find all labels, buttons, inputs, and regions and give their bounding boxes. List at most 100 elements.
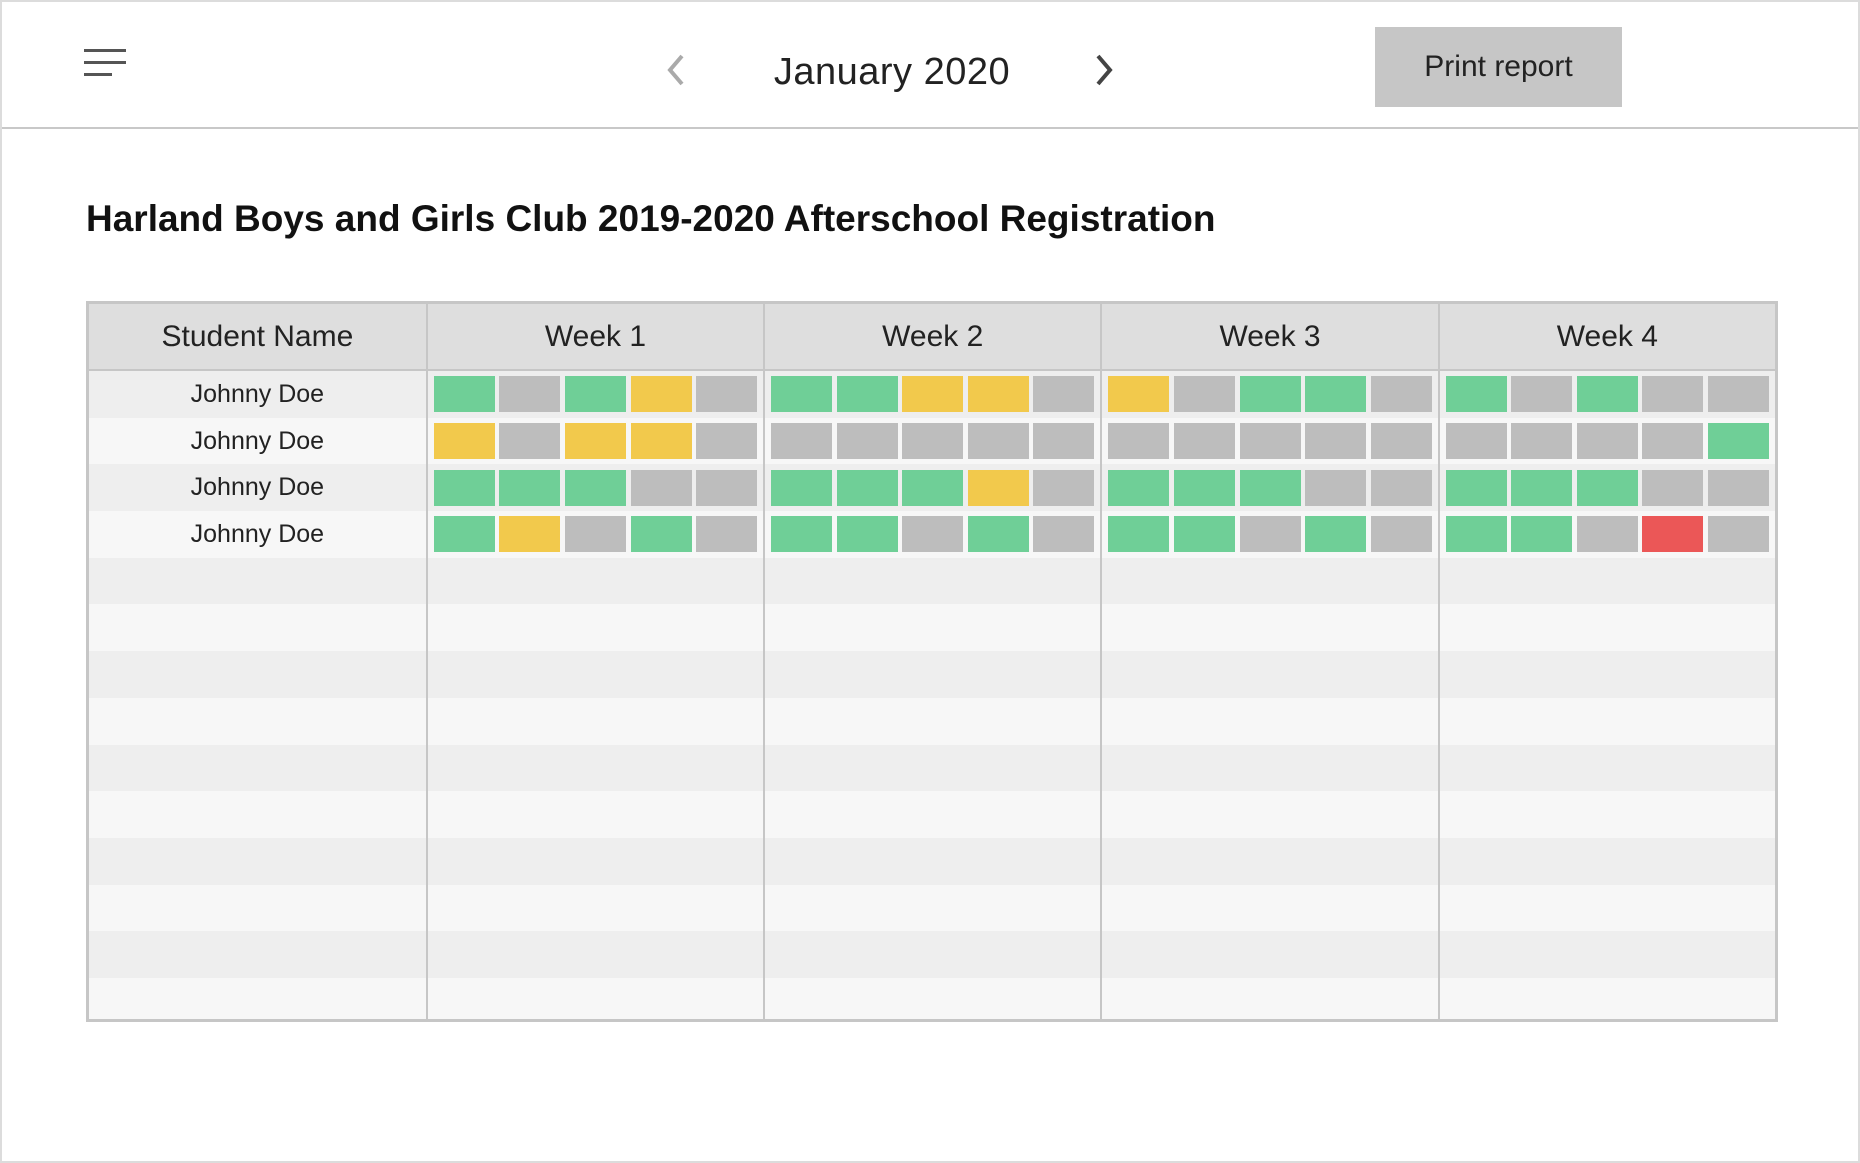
- hamburger-menu-icon[interactable]: [84, 48, 128, 80]
- day-status-none[interactable]: [1511, 376, 1573, 413]
- print-report-button[interactable]: Print report: [1375, 27, 1622, 107]
- day-status-late[interactable]: [499, 516, 561, 553]
- week-3-cell: [1100, 651, 1437, 698]
- day-status-present[interactable]: [771, 516, 833, 553]
- day-status-none[interactable]: [1239, 516, 1301, 553]
- day-status-late[interactable]: [433, 423, 495, 460]
- column-header-student-name: Student Name: [161, 319, 354, 353]
- day-status-none[interactable]: [1305, 469, 1367, 506]
- previous-month-button[interactable]: [662, 50, 692, 90]
- student-name-cell[interactable]: Johnny Doe: [190, 473, 325, 502]
- day-status-none[interactable]: [1576, 516, 1638, 553]
- day-status-present[interactable]: [630, 516, 692, 553]
- day-status-present[interactable]: [1305, 376, 1367, 413]
- day-status-none[interactable]: [1708, 516, 1770, 553]
- week-1-cell: [425, 884, 763, 932]
- day-status-present[interactable]: [836, 469, 898, 506]
- day-status-none[interactable]: [1370, 469, 1432, 506]
- day-status-none[interactable]: [1370, 516, 1432, 553]
- day-status-none[interactable]: [1708, 469, 1770, 506]
- day-status-late[interactable]: [630, 423, 692, 460]
- day-status-present[interactable]: [836, 376, 898, 413]
- student-name-cell: [89, 838, 426, 885]
- day-status-late[interactable]: [630, 376, 692, 413]
- day-status-none[interactable]: [696, 516, 758, 553]
- day-status-present[interactable]: [836, 516, 898, 553]
- day-status-none[interactable]: [1708, 376, 1770, 413]
- day-status-late[interactable]: [967, 469, 1029, 506]
- next-month-button[interactable]: [1088, 50, 1118, 90]
- day-status-none[interactable]: [696, 423, 758, 460]
- day-status-none[interactable]: [1642, 376, 1704, 413]
- day-status-present[interactable]: [1445, 516, 1507, 553]
- day-status-present[interactable]: [1445, 376, 1507, 413]
- week-4-cell: [1437, 837, 1775, 885]
- day-status-none[interactable]: [630, 469, 692, 506]
- student-name-cell[interactable]: Johnny Doe: [190, 519, 325, 548]
- day-status-none[interactable]: [1033, 469, 1095, 506]
- day-status-none[interactable]: [499, 376, 561, 413]
- day-status-none[interactable]: [1511, 423, 1573, 460]
- day-status-present[interactable]: [1511, 469, 1573, 506]
- day-status-present[interactable]: [433, 516, 495, 553]
- day-status-none[interactable]: [499, 423, 561, 460]
- day-status-present[interactable]: [1576, 469, 1638, 506]
- day-status-none[interactable]: [1642, 469, 1704, 506]
- day-status-late[interactable]: [1108, 376, 1170, 413]
- day-status-present[interactable]: [1108, 469, 1170, 506]
- day-status-none[interactable]: [1576, 423, 1638, 460]
- day-status-present[interactable]: [564, 469, 626, 506]
- day-status-present[interactable]: [771, 376, 833, 413]
- day-status-none[interactable]: [1370, 376, 1432, 413]
- day-status-none[interactable]: [1445, 423, 1507, 460]
- day-status-late[interactable]: [902, 376, 964, 413]
- week-2-cell: [763, 837, 1100, 885]
- day-status-none[interactable]: [1033, 423, 1095, 460]
- day-status-present[interactable]: [1708, 423, 1770, 460]
- day-status-none[interactable]: [696, 376, 758, 413]
- week-1-cell: [425, 977, 763, 1019]
- day-status-none[interactable]: [967, 423, 1029, 460]
- week-4-cell: [1437, 371, 1775, 418]
- day-status-none[interactable]: [1033, 516, 1095, 553]
- day-status-present[interactable]: [433, 469, 495, 506]
- day-status-none[interactable]: [1642, 423, 1704, 460]
- day-status-present[interactable]: [1576, 376, 1638, 413]
- day-status-late[interactable]: [967, 376, 1029, 413]
- day-status-present[interactable]: [1173, 469, 1235, 506]
- day-status-none[interactable]: [1108, 423, 1170, 460]
- day-status-present[interactable]: [564, 376, 626, 413]
- student-name-cell[interactable]: Johnny Doe: [190, 379, 325, 408]
- day-status-present[interactable]: [1511, 516, 1573, 553]
- day-status-none[interactable]: [1173, 376, 1235, 413]
- day-status-absent[interactable]: [1642, 516, 1704, 553]
- day-status-none[interactable]: [902, 423, 964, 460]
- day-status-present[interactable]: [902, 469, 964, 506]
- day-status-present[interactable]: [1445, 469, 1507, 506]
- week-4-cell: [1437, 977, 1775, 1019]
- day-status-present[interactable]: [1239, 469, 1301, 506]
- day-status-none[interactable]: [1239, 423, 1301, 460]
- day-status-none[interactable]: [1370, 423, 1432, 460]
- day-status-none[interactable]: [771, 423, 833, 460]
- student-name-cell: [89, 651, 426, 698]
- day-status-present[interactable]: [1239, 376, 1301, 413]
- day-status-present[interactable]: [433, 376, 495, 413]
- day-status-none[interactable]: [696, 469, 758, 506]
- day-status-none[interactable]: [564, 516, 626, 553]
- chevron-left-icon: [667, 54, 684, 86]
- day-status-none[interactable]: [902, 516, 964, 553]
- day-status-none[interactable]: [1173, 423, 1235, 460]
- day-status-none[interactable]: [836, 423, 898, 460]
- student-name-cell[interactable]: Johnny Doe: [190, 426, 325, 455]
- day-status-present[interactable]: [1108, 516, 1170, 553]
- day-status-present[interactable]: [1305, 516, 1367, 553]
- day-status-present[interactable]: [771, 469, 833, 506]
- day-status-present[interactable]: [1173, 516, 1235, 553]
- day-status-present[interactable]: [499, 469, 561, 506]
- week-4-cell: [1437, 417, 1775, 465]
- day-status-none[interactable]: [1305, 423, 1367, 460]
- day-status-present[interactable]: [967, 516, 1029, 553]
- day-status-none[interactable]: [1033, 376, 1095, 413]
- day-status-late[interactable]: [564, 423, 626, 460]
